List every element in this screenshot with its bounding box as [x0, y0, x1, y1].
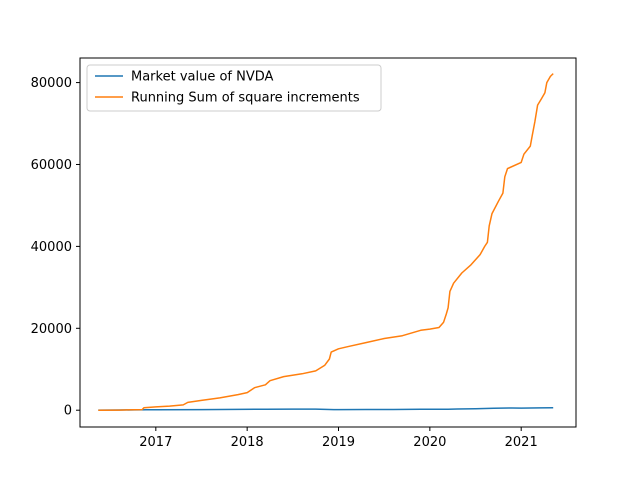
y-axis: 0 20000 40000 60000 80000 [31, 76, 80, 419]
series-line-2 [98, 73, 554, 411]
x-axis: 2017 2018 2019 2020 2021 [139, 427, 538, 450]
legend: Market value of NVDA Running Sum of squar… [86, 64, 382, 112]
x-tick-label: 2021 [505, 435, 538, 450]
legend-box [86, 64, 382, 112]
x-tick-label: 2017 [139, 435, 172, 450]
y-tick-label: 0 [64, 404, 72, 419]
series-layer [98, 73, 554, 411]
x-tick-label: 2020 [413, 435, 446, 450]
series-line-1 [98, 407, 554, 411]
legend-label-1: Market value of NVDA [131, 70, 274, 85]
y-tick-label: 20000 [31, 322, 72, 337]
y-tick-label: 40000 [31, 240, 72, 255]
legend-label-2: Running Sum of square increments [131, 91, 360, 106]
x-tick-label: 2019 [322, 435, 355, 450]
plot-frame [79, 57, 577, 428]
y-tick-label: 80000 [31, 76, 72, 91]
x-tick-label: 2018 [231, 435, 264, 450]
y-tick-label: 60000 [31, 158, 72, 173]
